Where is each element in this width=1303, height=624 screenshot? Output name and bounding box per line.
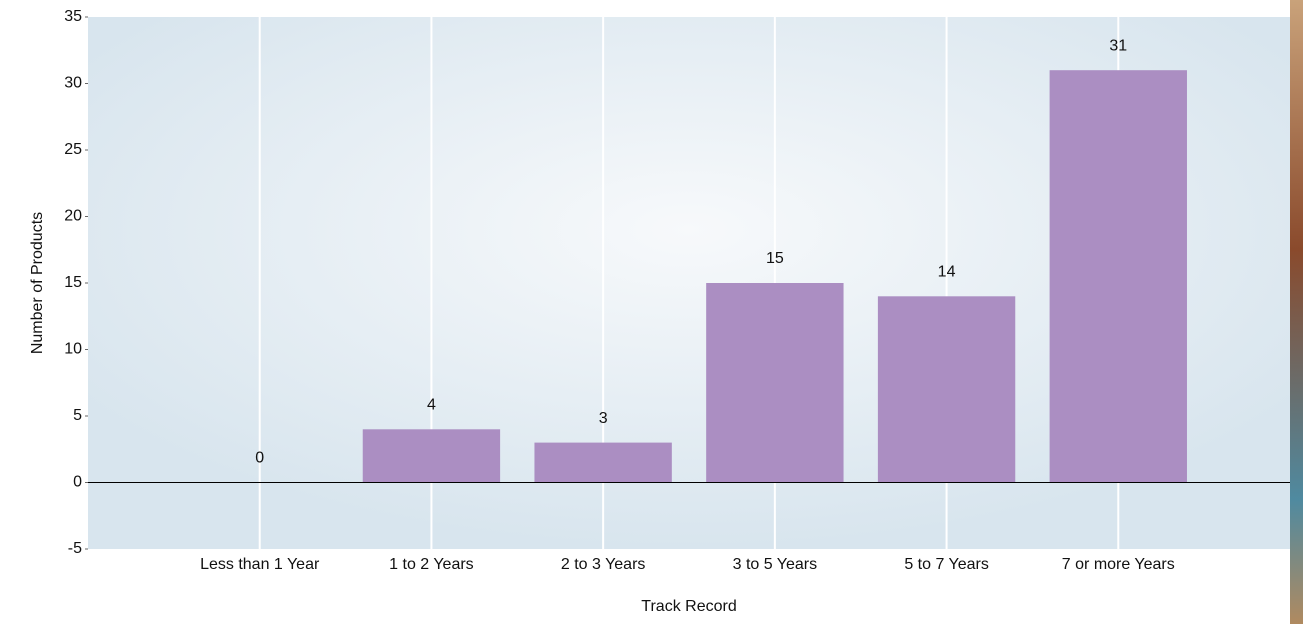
y-tick-label: -5 xyxy=(68,540,82,557)
value-label: 4 xyxy=(427,397,436,414)
x-tick-label: 2 to 3 Years xyxy=(561,556,646,573)
y-tick-label: 5 xyxy=(73,407,82,424)
value-label: 14 xyxy=(938,264,956,281)
y-tick-label: 25 xyxy=(64,141,82,158)
y-tick-label: 15 xyxy=(64,274,82,291)
value-label: 3 xyxy=(599,410,608,427)
y-tick-label: 0 xyxy=(73,474,82,491)
y-tick-label: 10 xyxy=(64,341,82,358)
bar xyxy=(706,283,844,483)
bar xyxy=(877,296,1016,483)
x-tick-label: Less than 1 Year xyxy=(200,556,320,573)
x-axis-label: Track Record xyxy=(641,598,736,615)
x-tick-label: 5 to 7 Years xyxy=(904,556,989,573)
bar xyxy=(1049,70,1187,483)
y-tick-label: 30 xyxy=(64,75,82,92)
x-tick-label: 7 or more Years xyxy=(1062,556,1175,573)
bar xyxy=(534,442,672,483)
bar xyxy=(362,429,501,483)
x-tick-label: 3 to 5 Years xyxy=(733,556,818,573)
value-label: 15 xyxy=(766,250,784,267)
x-tick-label: 1 to 2 Years xyxy=(389,556,474,573)
y-tick-label: 35 xyxy=(64,8,82,25)
y-tick-label: 20 xyxy=(64,208,82,225)
value-label: 0 xyxy=(255,450,264,467)
value-label: 31 xyxy=(1109,37,1127,54)
background-image xyxy=(1290,0,1303,624)
y-axis-label: Number of Products xyxy=(29,212,46,354)
